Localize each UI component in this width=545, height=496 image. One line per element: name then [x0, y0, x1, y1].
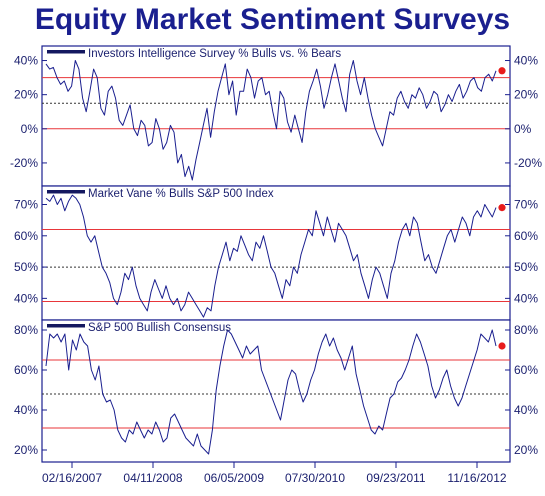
y-tick-label-left: -20%: [10, 156, 38, 170]
y-tick-label-right: 20%: [514, 443, 538, 457]
legend-swatch: [47, 190, 85, 194]
legend-swatch: [47, 324, 85, 328]
y-tick-label-right: 40%: [514, 403, 538, 417]
legend-label: Market Vane % Bulls S&P 500 Index: [88, 188, 274, 200]
chart-title: Equity Market Sentiment Surveys: [34, 3, 511, 36]
x-tick-label: 11/16/2012: [447, 471, 506, 485]
x-tick-label: 02/16/2007: [42, 471, 102, 485]
panel-3: 80% 80% 60% 60% 40% 40% 20% 20% S&P 500 Bullish …: [14, 319, 538, 463]
latest-value-dot: [498, 67, 506, 75]
x-axis: 02/16/2007 04/11/2008 06/05/2009 07/30/2010…: [42, 462, 507, 485]
y-tick-label-right: -20%: [514, 156, 542, 170]
panel-frame: [41, 319, 511, 463]
latest-value-dot: [498, 204, 506, 212]
panel-2: 70% 70% 60% 60% 50% 50% 40% 40% Market Vane % Bu…: [14, 185, 538, 321]
x-tick-label: 09/23/2011: [366, 471, 425, 485]
y-tick-label-right: 60%: [514, 363, 538, 377]
latest-value-dot: [498, 342, 506, 350]
legend-swatch: [47, 50, 85, 54]
y-tick-label-right: 40%: [514, 291, 538, 305]
chart-panels: 40% 40% 20% 20% 0% 0% -20% -20% Investors Intell…: [10, 45, 542, 463]
y-tick-label-left: 0%: [21, 122, 39, 136]
series-line: [45, 194, 497, 318]
panel-frame: [41, 185, 511, 321]
legend-label: Investors Intelligence Survey % Bulls vs…: [88, 48, 341, 60]
y-tick-label-left: 80%: [14, 323, 38, 337]
y-tick-label-right: 80%: [514, 323, 538, 337]
y-tick-label-left: 60%: [14, 363, 38, 377]
y-tick-label-left: 70%: [14, 198, 38, 212]
x-tick-label: 07/30/2010: [285, 471, 345, 485]
y-tick-label-right: 0%: [514, 122, 532, 136]
y-tick-label-left: 20%: [14, 443, 38, 457]
y-tick-label-left: 60%: [14, 229, 38, 243]
y-tick-label-right: 20%: [514, 88, 538, 102]
x-tick-label: 04/11/2008: [123, 471, 182, 485]
series-line: [45, 329, 497, 455]
y-tick-label-right: 60%: [514, 229, 538, 243]
series-line: [45, 60, 497, 181]
y-tick-label-left: 20%: [14, 88, 38, 102]
y-tick-label-left: 40%: [14, 403, 38, 417]
y-tick-label-right: 70%: [514, 198, 538, 212]
panel-frame: [41, 45, 511, 187]
y-tick-label-left: 40%: [14, 54, 38, 68]
y-tick-label-right: 40%: [514, 54, 538, 68]
panel-1: 40% 40% 20% 20% 0% 0% -20% -20% Investors Intell…: [10, 45, 542, 187]
legend-label: S&P 500 Bullish Consensus: [88, 322, 231, 334]
y-tick-label-right: 50%: [514, 260, 538, 274]
x-tick-label: 06/05/2009: [204, 471, 264, 485]
y-tick-label-left: 40%: [14, 291, 38, 305]
y-tick-label-left: 50%: [14, 260, 38, 274]
